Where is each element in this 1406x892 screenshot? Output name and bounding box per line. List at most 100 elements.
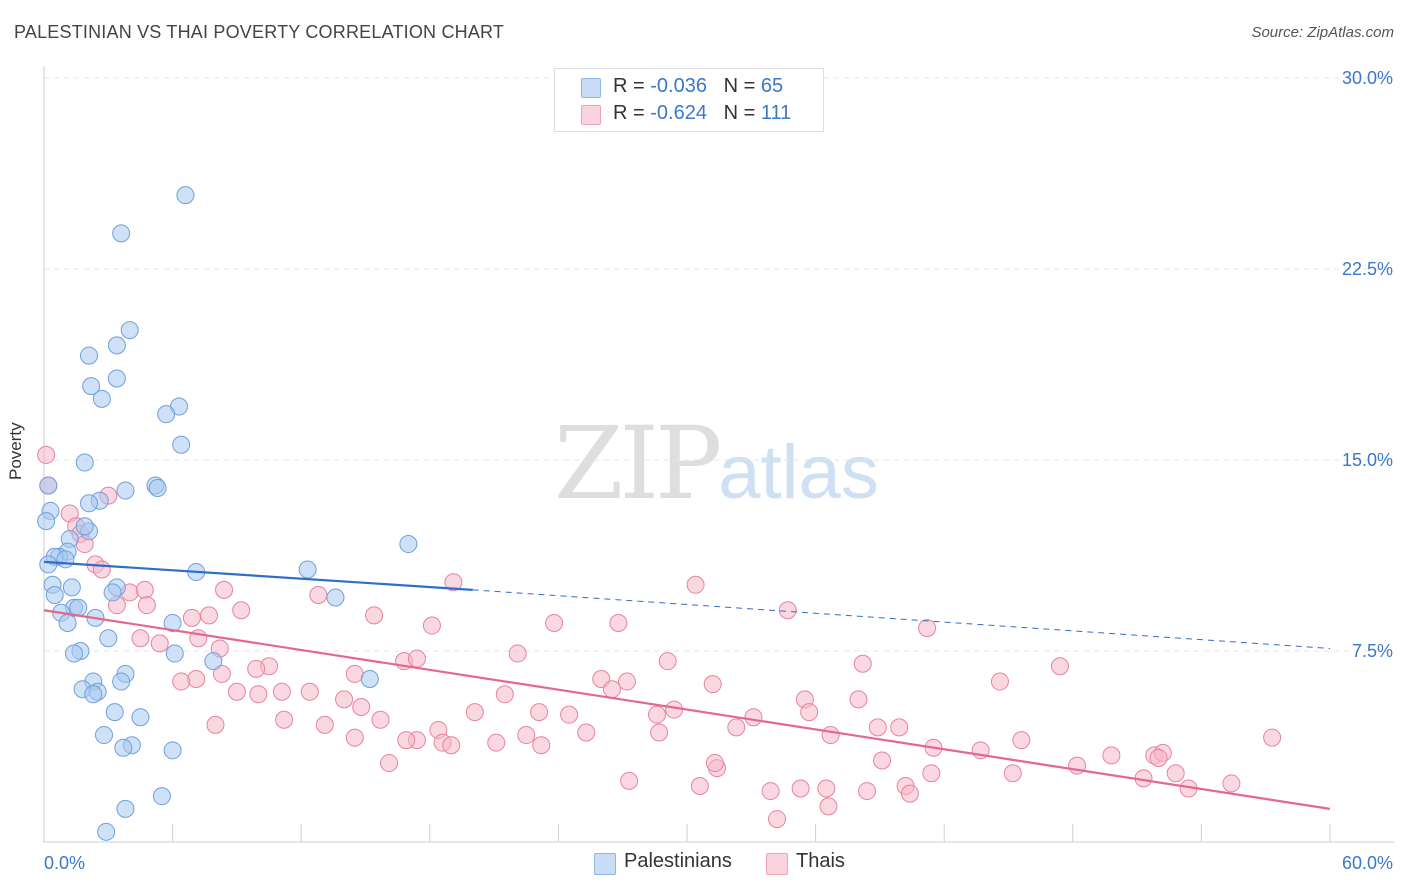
y-axis-label: Poverty (6, 422, 25, 480)
data-point (560, 705, 579, 724)
data-point (650, 723, 669, 742)
x-tick-label: 0.0% (44, 853, 85, 873)
data-point (84, 685, 103, 704)
data-point (530, 703, 549, 722)
data-point (187, 670, 206, 689)
data-point (95, 726, 114, 745)
data-point (152, 787, 171, 806)
data-point (442, 736, 461, 755)
data-point (761, 782, 780, 801)
data-point (148, 479, 167, 498)
data-point (922, 764, 941, 783)
data-point (56, 550, 75, 569)
data-point (75, 453, 94, 472)
data-point (65, 644, 84, 663)
data-point (39, 555, 58, 574)
data-point (360, 670, 379, 689)
data-point (620, 771, 639, 790)
correlation-legend: R = -0.036 N = 65 R = -0.624 N = 111 (554, 68, 824, 132)
watermark: ZIPatlas (554, 405, 879, 522)
trend-line-palestinians (43, 560, 473, 591)
data-point (75, 517, 94, 536)
data-point (1222, 774, 1241, 793)
data-point (345, 664, 364, 683)
watermark-atlas: atlas (718, 430, 879, 515)
data-point (744, 708, 763, 727)
data-point (137, 596, 156, 615)
data-point (116, 481, 135, 500)
data-point (92, 560, 111, 579)
data-point (853, 654, 872, 673)
data-point (80, 494, 99, 513)
data-point (45, 585, 64, 604)
data-point (315, 715, 334, 734)
legend-r-value: -0.624 (650, 102, 707, 124)
legend-n-value: 111 (760, 102, 792, 124)
data-point (407, 649, 426, 668)
data-point (163, 613, 182, 632)
x-tick-label: 60.0% (1342, 853, 1393, 873)
watermark-zip: ZIP (554, 405, 722, 522)
data-point (508, 644, 527, 663)
trend-line-thais (43, 609, 1331, 810)
data-point (326, 588, 345, 607)
y-tick-label: 7.5% (1352, 641, 1393, 661)
data-point (1050, 657, 1069, 676)
legend-n-label: N = (723, 75, 756, 97)
y-tick-label: 30.0% (1342, 68, 1393, 88)
data-point (422, 616, 441, 635)
data-point (658, 652, 677, 671)
data-point (37, 512, 56, 531)
data-point (617, 672, 636, 691)
data-point (105, 703, 124, 722)
y-tick-label: 15.0% (1342, 450, 1393, 470)
data-point (112, 672, 131, 691)
data-point (800, 703, 819, 722)
tick-labels: 7.5% 15.0% 22.5% 30.0% 0.0% 60.0% (44, 68, 1393, 873)
data-point (918, 619, 937, 638)
data-point (609, 613, 628, 632)
bottom-legend-label: Thais (796, 850, 845, 872)
data-point (727, 718, 746, 737)
data-point (352, 698, 371, 717)
data-point (227, 682, 246, 701)
trend-line-palestinians-extension (472, 589, 1331, 649)
data-point (39, 476, 58, 495)
data-point (247, 659, 266, 678)
data-point (103, 583, 122, 602)
bottom-legend-label: Palestinians (624, 850, 732, 872)
data-point (495, 685, 514, 704)
data-point (92, 389, 111, 408)
data-point (819, 797, 838, 816)
data-point (397, 731, 416, 750)
legend-r-value: -0.036 (650, 75, 707, 97)
data-point (249, 685, 268, 704)
data-point (131, 629, 150, 648)
data-point (120, 321, 139, 340)
axes (43, 66, 1394, 843)
data-point (165, 644, 184, 663)
data-point (821, 726, 840, 745)
data-point (97, 822, 116, 841)
data-point (545, 613, 564, 632)
grid-lines (44, 77, 1394, 652)
data-point (1003, 764, 1022, 783)
data-point (82, 377, 101, 396)
data-point (116, 799, 135, 818)
data-point (858, 782, 877, 801)
chart-title: PALESTINIAN VS THAI POVERTY CORRELATION … (14, 22, 505, 42)
data-point (182, 608, 201, 627)
data-point (1149, 748, 1168, 767)
data-point (157, 405, 176, 424)
data-point (275, 710, 294, 729)
data-point (577, 723, 596, 742)
data-point (705, 754, 724, 773)
data-point (1012, 731, 1031, 750)
legend-r-label: R = (613, 75, 645, 97)
data-point (232, 601, 251, 620)
data-point (465, 703, 484, 722)
data-point (768, 810, 787, 829)
y-tick-label: 22.5% (1342, 259, 1393, 279)
data-point (703, 675, 722, 694)
data-point (99, 629, 118, 648)
